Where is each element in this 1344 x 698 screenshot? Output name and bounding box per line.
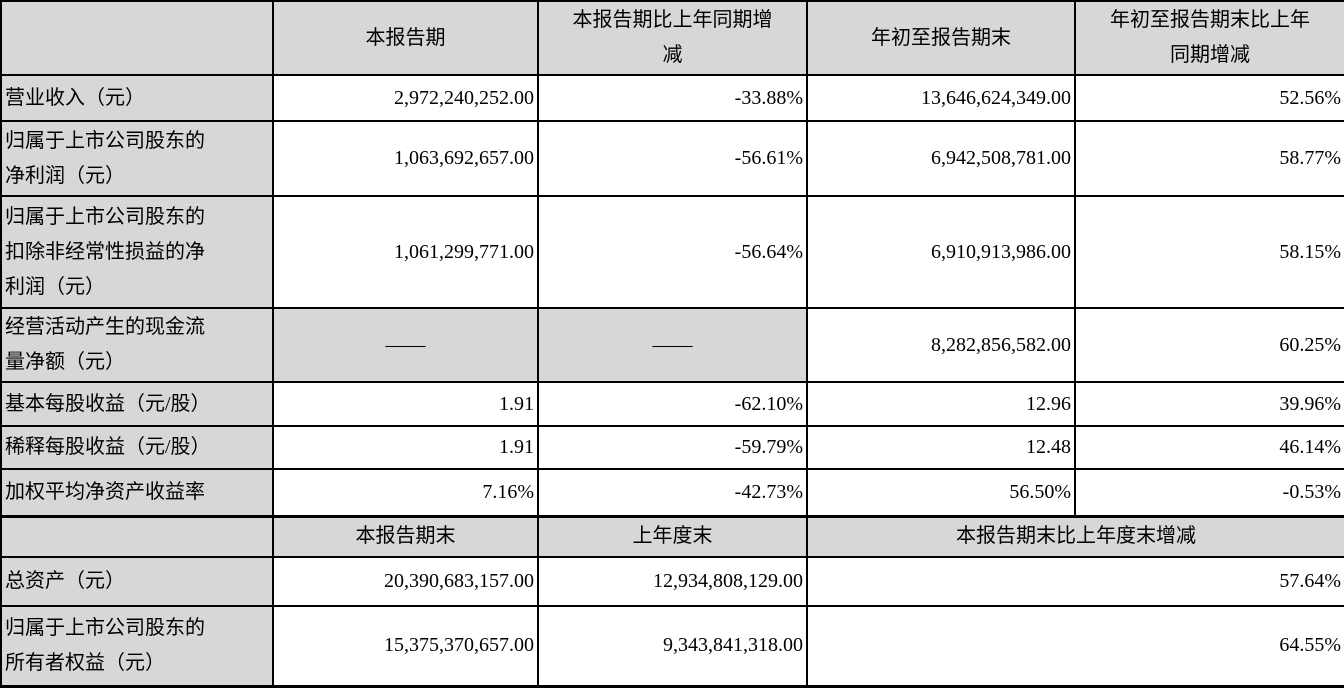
row-label: 归属于上市公司股东的 所有者权益（元）	[0, 605, 274, 687]
header-empty-cell	[0, 0, 274, 76]
cell-value: 1,061,299,771.00	[272, 195, 539, 309]
cell-value: 39.96%	[1074, 381, 1344, 427]
cell-value: -56.64%	[537, 195, 808, 309]
cell-value: -59.79%	[537, 425, 808, 470]
row-label: 稀释每股收益（元/股）	[0, 425, 274, 470]
cell-value: 1,063,692,657.00	[272, 120, 539, 197]
table-header-row-1: 本报告期 本报告期比上年同期增 减 年初至报告期末 年初至报告期末比上年 同期增…	[0, 0, 1344, 76]
cell-value: 8,282,856,582.00	[806, 307, 1076, 383]
table-row-basic-eps: 基本每股收益（元/股） 1.91 -62.10% 12.96 39.96%	[0, 381, 1344, 427]
cell-value: -0.53%	[1074, 468, 1344, 517]
cell-value: 12,934,808,129.00	[537, 556, 808, 607]
cell-value: 52.56%	[1074, 74, 1344, 122]
cell-value: 6,910,913,986.00	[806, 195, 1076, 309]
cell-value: 1.91	[272, 381, 539, 427]
cell-value: 20,390,683,157.00	[272, 556, 539, 607]
column-header-period-end-vs-last-year-change: 本报告期末比上年度末增减	[806, 514, 1344, 558]
cell-value: -33.88%	[537, 74, 808, 122]
row-label: 经营活动产生的现金流 量净额（元）	[0, 307, 274, 383]
column-header-current-period: 本报告期	[272, 0, 539, 76]
row-label: 总资产（元）	[0, 556, 274, 607]
cell-value: 15,375,370,657.00	[272, 605, 539, 687]
row-label: 归属于上市公司股东的 净利润（元）	[0, 120, 274, 197]
cell-value: -42.73%	[537, 468, 808, 517]
cell-value: 58.15%	[1074, 195, 1344, 309]
row-label: 营业收入（元）	[0, 74, 274, 122]
cell-value: 12.48	[806, 425, 1076, 470]
cell-dash: ——	[272, 307, 539, 383]
row-label: 归属于上市公司股东的 扣除非经常性损益的净 利润（元）	[0, 195, 274, 309]
cell-value: -62.10%	[537, 381, 808, 427]
cell-dash: ——	[537, 307, 808, 383]
cell-value: 9,343,841,318.00	[537, 605, 808, 687]
table-header-row-2: 本报告期末 上年度末 本报告期末比上年度末增减	[0, 514, 1344, 558]
cell-value: 57.64%	[806, 556, 1344, 607]
table-row-net-profit-excl-nonrecurring: 归属于上市公司股东的 扣除非经常性损益的净 利润（元） 1,061,299,77…	[0, 195, 1344, 309]
column-header-year-to-date: 年初至报告期末	[806, 0, 1076, 76]
column-header-end-of-period: 本报告期末	[272, 514, 539, 558]
table-row-operating-revenue: 营业收入（元） 2,972,240,252.00 -33.88% 13,646,…	[0, 74, 1344, 122]
row-label: 加权平均净资产收益率	[0, 468, 274, 517]
cell-value: 12.96	[806, 381, 1076, 427]
cell-value: 64.55%	[806, 605, 1344, 687]
column-header-end-of-last-year: 上年度末	[537, 514, 808, 558]
header-empty-cell	[0, 514, 274, 558]
column-header-year-to-date-yoy-change: 年初至报告期末比上年 同期增减	[1074, 0, 1344, 76]
column-header-current-period-yoy-change: 本报告期比上年同期增 减	[537, 0, 808, 76]
cell-value: 46.14%	[1074, 425, 1344, 470]
cell-value: 6,942,508,781.00	[806, 120, 1076, 197]
table-row-owners-equity: 归属于上市公司股东的 所有者权益（元） 15,375,370,657.00 9,…	[0, 605, 1344, 687]
table-row-weighted-avg-roe: 加权平均净资产收益率 7.16% -42.73% 56.50% -0.53%	[0, 468, 1344, 517]
table-row-operating-cash-flow: 经营活动产生的现金流 量净额（元） —— —— 8,282,856,582.00…	[0, 307, 1344, 383]
table-row-net-profit: 归属于上市公司股东的 净利润（元） 1,063,692,657.00 -56.6…	[0, 120, 1344, 197]
cell-value: 13,646,624,349.00	[806, 74, 1076, 122]
table-row-diluted-eps: 稀释每股收益（元/股） 1.91 -59.79% 12.48 46.14%	[0, 425, 1344, 470]
cell-value: 60.25%	[1074, 307, 1344, 383]
cell-value: -56.61%	[537, 120, 808, 197]
cell-value: 58.77%	[1074, 120, 1344, 197]
row-label: 基本每股收益（元/股）	[0, 381, 274, 427]
cell-value: 7.16%	[272, 468, 539, 517]
cell-value: 2,972,240,252.00	[272, 74, 539, 122]
cell-value: 1.91	[272, 425, 539, 470]
table-row-total-assets: 总资产（元） 20,390,683,157.00 12,934,808,129.…	[0, 556, 1344, 607]
cell-value: 56.50%	[806, 468, 1076, 517]
